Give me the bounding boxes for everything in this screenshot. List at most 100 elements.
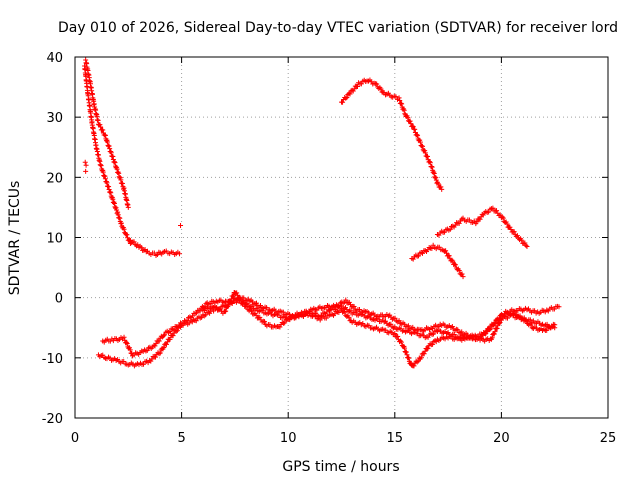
- data-point: [504, 221, 510, 227]
- x-tick-label: 20: [493, 431, 510, 446]
- data-point: [167, 336, 173, 342]
- data-point: [114, 166, 120, 172]
- data-point: [500, 215, 506, 221]
- data-point: [110, 156, 116, 162]
- data-point: [507, 224, 513, 230]
- data-point: [358, 81, 364, 87]
- data-point: [418, 354, 424, 360]
- data-point: [414, 359, 420, 365]
- data-point: [405, 115, 411, 121]
- data-point: [113, 205, 119, 211]
- y-axis-ticks: -20 -10 0 10 20 30 40: [42, 51, 608, 427]
- data-point: [102, 132, 108, 138]
- series-outliers-left: [82, 159, 184, 228]
- data-point: [416, 253, 422, 259]
- data-point: [115, 209, 121, 215]
- x-tick-label: 5: [177, 431, 185, 446]
- data-point: [118, 177, 124, 183]
- data-point: [456, 220, 462, 226]
- data-point: [178, 222, 184, 228]
- data-point: [459, 329, 465, 335]
- data-point: [336, 303, 342, 309]
- data-point: [435, 181, 441, 187]
- data-point: [474, 219, 480, 225]
- series-arc-top-right: [339, 77, 445, 192]
- grid-lines: [75, 57, 608, 418]
- data-point: [119, 181, 125, 187]
- data-point: [105, 139, 111, 145]
- data-point: [141, 361, 147, 367]
- data-point: [523, 318, 529, 324]
- data-point: [491, 331, 497, 337]
- data-point: [351, 303, 357, 309]
- data-point: [138, 245, 144, 251]
- data-point: [477, 216, 483, 222]
- data-point: [433, 177, 439, 183]
- data-point: [117, 175, 123, 181]
- data-point: [411, 363, 417, 369]
- data-point: [223, 308, 229, 314]
- data-point: [163, 341, 169, 347]
- data-point: [152, 343, 158, 349]
- data-point: [124, 232, 130, 238]
- data-point: [392, 331, 398, 337]
- y-tick-label: -20: [42, 412, 63, 427]
- data-point: [494, 325, 500, 331]
- data-point: [111, 200, 117, 206]
- data-point: [410, 124, 416, 130]
- data-point: [107, 189, 113, 195]
- data-point: [490, 205, 496, 211]
- data-point: [511, 229, 517, 235]
- data-point: [347, 91, 353, 97]
- data-point: [404, 352, 410, 358]
- data-point: [429, 164, 435, 170]
- data-point: [430, 331, 436, 337]
- data-point: [115, 212, 121, 218]
- data-point: [374, 81, 380, 87]
- data-point: [160, 333, 166, 339]
- data-point: [230, 293, 236, 299]
- data-point: [494, 208, 500, 214]
- data-point: [421, 351, 427, 357]
- data-point: [98, 162, 104, 168]
- data-point: [111, 159, 117, 165]
- data-point: [432, 174, 438, 180]
- data-point: [487, 326, 493, 332]
- data-point: [98, 124, 104, 130]
- data-point: [118, 220, 124, 226]
- data-point: [482, 331, 488, 337]
- data-point: [528, 322, 534, 328]
- data-point: [222, 309, 228, 315]
- y-tick-label: 30: [46, 111, 63, 126]
- data-point: [340, 99, 346, 105]
- data-point: [344, 95, 350, 101]
- data-point: [438, 184, 444, 190]
- data-point: [524, 244, 530, 250]
- data-point: [388, 321, 394, 327]
- data-point: [422, 148, 428, 154]
- data-point: [430, 341, 436, 347]
- series-band-c: [200, 290, 558, 369]
- data-point: [405, 323, 411, 329]
- data-point: [83, 162, 89, 168]
- data-point: [422, 150, 428, 156]
- data-point: [415, 133, 421, 139]
- data-point: [156, 338, 162, 344]
- data-point: [107, 146, 113, 152]
- data-point: [342, 309, 348, 315]
- data-point: [406, 355, 412, 361]
- data-point: [248, 308, 254, 314]
- data-point: [552, 322, 558, 328]
- data-point: [226, 302, 232, 308]
- data-point: [498, 316, 504, 322]
- data-point: [127, 347, 133, 353]
- data-point: [429, 246, 435, 252]
- data-point: [195, 307, 201, 313]
- data-point: [444, 250, 450, 256]
- data-point: [110, 153, 116, 159]
- data-point: [102, 176, 108, 182]
- data-point: [241, 300, 247, 306]
- data-point: [108, 150, 114, 156]
- y-tick-label: 0: [55, 292, 63, 307]
- data-point: [491, 321, 497, 327]
